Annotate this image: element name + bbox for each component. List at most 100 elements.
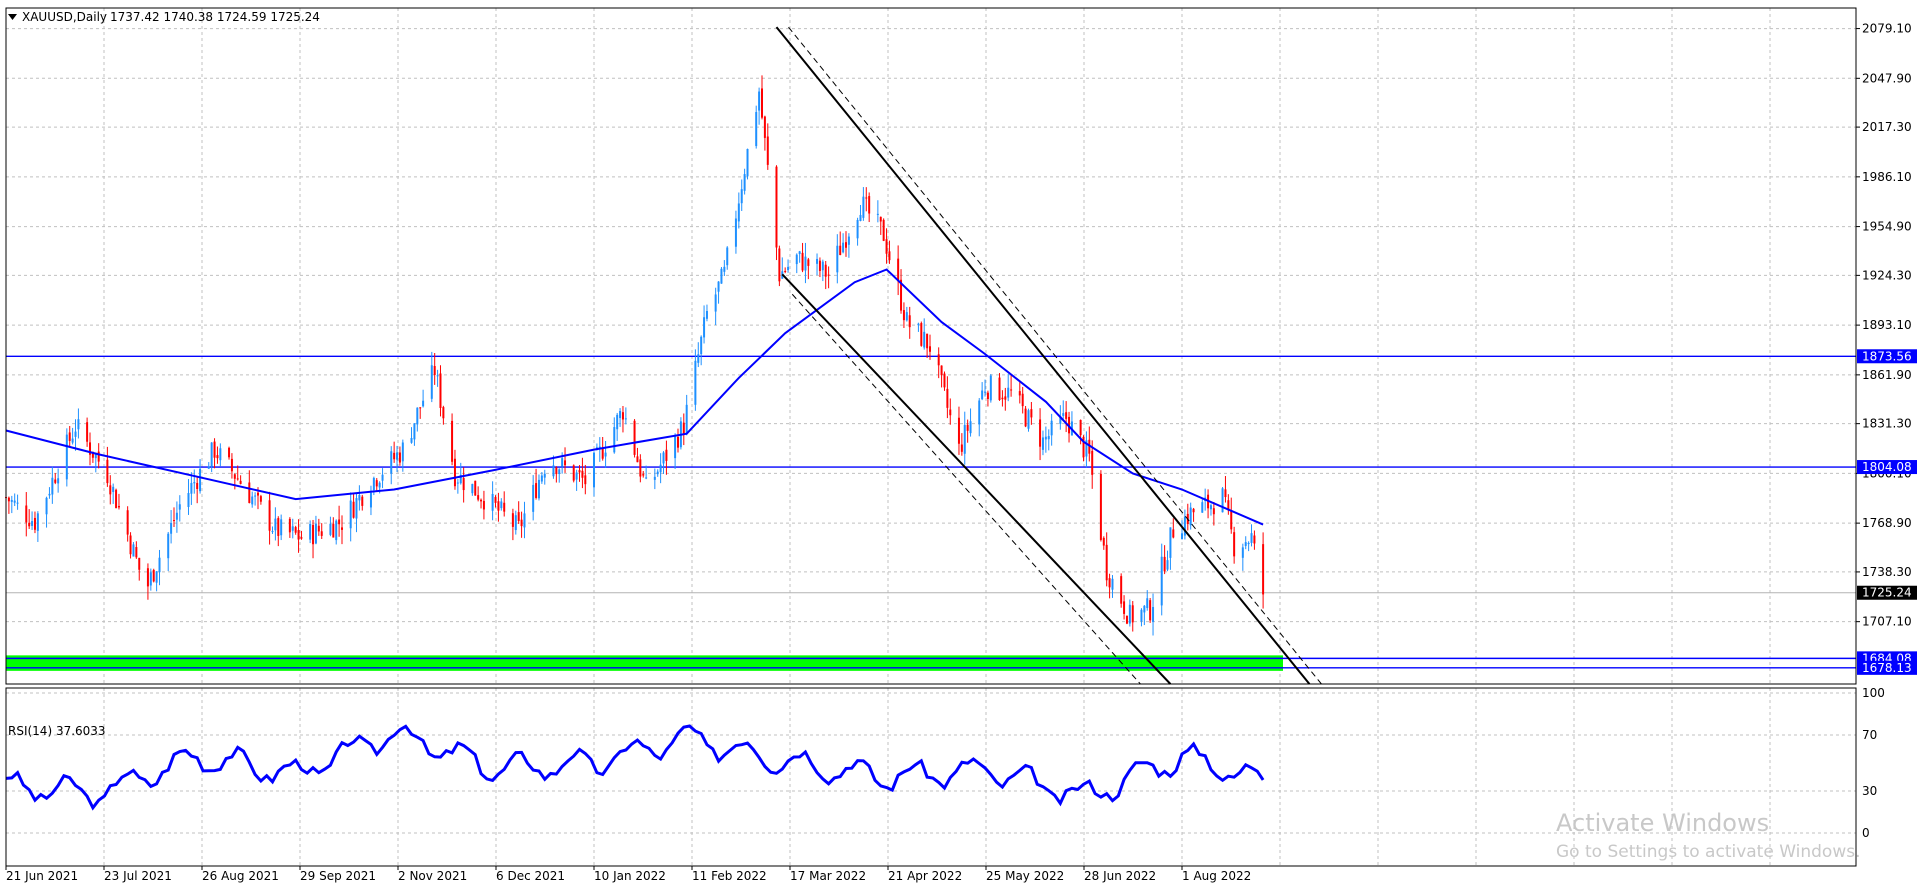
candle-body xyxy=(419,407,422,409)
candle-body xyxy=(94,453,97,459)
candle-body xyxy=(126,510,129,535)
candle-body xyxy=(239,480,242,484)
trendline-upper-dashed[interactable] xyxy=(788,26,1322,685)
candle-body xyxy=(1001,397,1004,400)
candle-body xyxy=(923,331,926,348)
price-tick-label: 1893.10 xyxy=(1862,318,1912,332)
candle-body xyxy=(1183,516,1186,536)
trendline-lower[interactable] xyxy=(781,273,1172,685)
price-tick-label: 1831.30 xyxy=(1862,417,1912,431)
candle-body xyxy=(949,409,952,416)
candle-body xyxy=(491,493,494,511)
candle-body xyxy=(294,527,297,533)
candle-body xyxy=(1262,544,1265,595)
candle-body xyxy=(68,432,71,441)
candle-body xyxy=(416,407,419,425)
rsi-pane-frame xyxy=(5,687,1857,867)
candle-body xyxy=(112,486,115,493)
rsi-line xyxy=(5,724,1265,811)
candle-body xyxy=(798,251,801,255)
candle-body xyxy=(613,427,616,453)
level-price-marker: 1873.56 xyxy=(1862,349,1912,363)
candle-body xyxy=(456,482,459,484)
candle-body xyxy=(778,248,781,282)
candle-body xyxy=(33,517,36,530)
candle-body xyxy=(135,547,138,558)
candle-body xyxy=(575,472,578,480)
candle-body xyxy=(917,323,920,326)
candle-body xyxy=(619,410,622,419)
candle-body xyxy=(25,505,28,523)
rsi-tick-label: 30 xyxy=(1862,784,1877,798)
candle-body xyxy=(480,499,483,502)
candle-body xyxy=(1189,507,1192,526)
candle-body xyxy=(10,499,13,502)
candle-body xyxy=(158,557,161,573)
candle-body xyxy=(943,373,946,388)
candle-body xyxy=(28,522,31,527)
candle-body xyxy=(1172,529,1175,538)
price-tick-label: 1738.30 xyxy=(1862,565,1912,579)
candle-body xyxy=(674,435,677,459)
candle-body xyxy=(940,365,943,376)
candle-body xyxy=(280,519,283,536)
candle-body xyxy=(633,420,636,455)
candle-body xyxy=(865,197,868,199)
candle-body xyxy=(410,438,413,443)
candle-body xyxy=(477,495,480,500)
candle-body xyxy=(705,310,708,319)
time-tick-label: 10 Jan 2022 xyxy=(594,869,666,883)
price-tick-label: 2047.90 xyxy=(1862,71,1912,85)
candle-body xyxy=(905,312,908,321)
time-tick-label: 2 Nov 2021 xyxy=(398,869,467,883)
candle-body xyxy=(7,497,10,502)
current-price-marker-bg xyxy=(1857,585,1917,600)
candle-body xyxy=(1059,416,1062,424)
candle-body xyxy=(920,323,923,346)
candle-body xyxy=(451,420,454,462)
price-tick-label: 1986.10 xyxy=(1862,170,1912,184)
chart-symbol-label: XAUUSD,Daily xyxy=(22,10,107,24)
candle-body xyxy=(199,468,202,492)
candle-body xyxy=(16,502,19,504)
candle-body xyxy=(1224,489,1227,498)
candle-body xyxy=(401,442,404,462)
candle-body xyxy=(117,505,120,508)
candle-body xyxy=(755,112,758,147)
candle-body xyxy=(396,452,399,460)
collapse-triangle-icon[interactable] xyxy=(8,14,17,20)
candle-body xyxy=(1253,535,1256,544)
level-price-marker: 1678.13 xyxy=(1862,661,1912,675)
candle-body xyxy=(236,478,239,480)
candle-body xyxy=(210,442,213,467)
candle-body xyxy=(381,474,384,481)
candle-body xyxy=(1102,537,1105,546)
candle-body xyxy=(1030,409,1033,418)
trendline-upper[interactable] xyxy=(775,26,1311,685)
candle-body xyxy=(1192,508,1195,513)
candle-body xyxy=(532,484,535,512)
candle-body xyxy=(700,336,703,355)
time-tick-label: 21 Jun 2021 xyxy=(6,869,78,883)
candle-body xyxy=(734,218,737,247)
candle-body xyxy=(624,418,627,420)
candle-body xyxy=(937,354,940,366)
candle-body xyxy=(818,260,821,271)
candle-body xyxy=(1007,387,1010,398)
activation-watermark-subtitle: Go to Settings to activate Windows. xyxy=(1556,842,1861,862)
candle-body xyxy=(578,470,581,473)
candle-body xyxy=(178,504,181,510)
time-tick-label: 11 Feb 2022 xyxy=(692,869,767,883)
candle-body xyxy=(155,571,158,583)
candle-body xyxy=(190,482,193,494)
candle-body xyxy=(763,116,766,138)
candle-body xyxy=(787,266,790,271)
trendline-lower-dashed[interactable] xyxy=(791,293,1141,685)
candle-body xyxy=(77,419,80,430)
candle-body xyxy=(642,474,645,476)
candle-body xyxy=(1108,578,1111,588)
candle-body xyxy=(372,477,375,490)
support-zone xyxy=(6,655,1283,671)
candle-body xyxy=(329,523,332,535)
